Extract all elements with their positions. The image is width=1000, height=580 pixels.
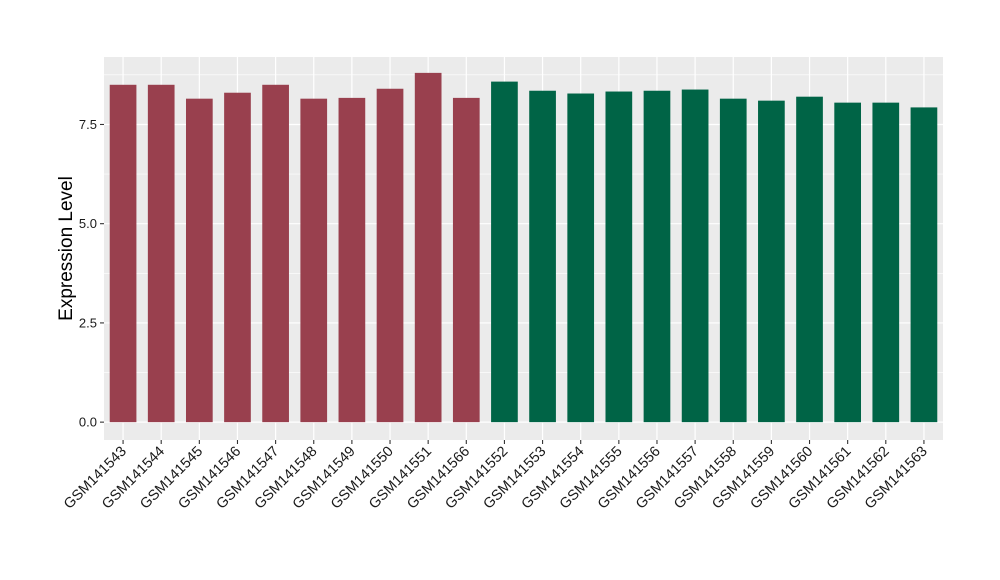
bar xyxy=(452,97,480,423)
bar xyxy=(414,72,442,423)
bar xyxy=(147,84,175,423)
bar xyxy=(910,107,938,423)
y-axis-title: Expression Level xyxy=(56,176,77,321)
bars xyxy=(109,72,938,423)
y-tick-label: 0.0 xyxy=(79,415,97,430)
bar xyxy=(796,96,823,423)
y-tick-label: 2.5 xyxy=(79,315,97,330)
bar xyxy=(185,98,213,423)
bar xyxy=(376,88,404,423)
x-axis: GSM141543GSM141544GSM141545GSM141546GSM1… xyxy=(61,440,931,512)
bar xyxy=(300,98,328,423)
bar xyxy=(262,84,289,423)
bar xyxy=(643,90,671,423)
bar xyxy=(719,98,747,423)
bar xyxy=(224,92,251,423)
bar xyxy=(872,102,900,423)
bar xyxy=(338,97,366,423)
bar xyxy=(834,102,862,423)
y-tick-label: 7.5 xyxy=(79,117,97,132)
y-axis: 0.0 2.5 5.0 7.5 xyxy=(79,117,104,430)
bar xyxy=(758,100,785,423)
bar xyxy=(109,84,137,423)
bar xyxy=(681,89,709,423)
bar xyxy=(567,93,595,423)
bar xyxy=(491,81,518,423)
y-tick-label: 5.0 xyxy=(79,216,97,231)
bar xyxy=(605,91,633,423)
bar xyxy=(529,90,556,423)
